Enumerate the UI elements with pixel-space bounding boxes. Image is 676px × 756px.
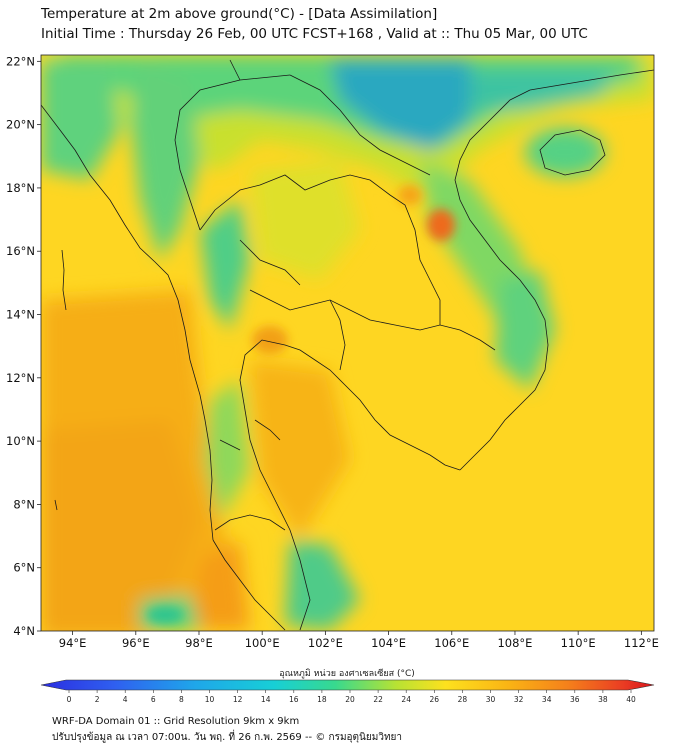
colorbar-tick-label: 0 xyxy=(67,695,72,704)
colorbar-tick-label: 30 xyxy=(486,695,496,704)
lon-tick-label: 104°E xyxy=(371,636,406,650)
colorbar-tick-label: 24 xyxy=(401,695,411,704)
colorbar-tick-label: 20 xyxy=(345,695,355,704)
colorbar-tick-label: 10 xyxy=(205,695,215,704)
lat-tick-label: 8°N xyxy=(13,497,35,511)
colorbar-tick-label: 36 xyxy=(570,695,580,704)
lat-tick-label: 6°N xyxy=(13,561,35,575)
colorbar-ticks: 0 2 4 6 8 10 12 14 16 18 20 22 24 26 28 30 32 34 36 38 40 xyxy=(67,690,636,704)
colorbar-tick-label: 6 xyxy=(151,695,156,704)
colorbar-tick-label: 26 xyxy=(430,695,440,704)
lat-tick-label: 10°N xyxy=(6,434,35,448)
colorbar-tick-label: 32 xyxy=(514,695,524,704)
map-subtitle: Initial Time : Thursday 26 Feb, 00 UTC F… xyxy=(41,26,588,42)
colorbar-tick-label: 38 xyxy=(598,695,608,704)
colorbar-tick-label: 8 xyxy=(179,695,184,704)
colorbar-tick-label: 2 xyxy=(95,695,100,704)
temperature-field xyxy=(41,55,654,631)
colorbar-tick-label: 4 xyxy=(123,695,128,704)
footer-model-info: WRF-DA Domain 01 :: Grid Resolution 9km … xyxy=(52,716,300,727)
colorbar-tick-label: 16 xyxy=(289,695,299,704)
lat-tick-label: 12°N xyxy=(6,371,35,385)
colorbar-tick-label: 28 xyxy=(458,695,468,704)
lat-tick-label: 20°N xyxy=(6,118,35,132)
lon-tick-label: 100°E xyxy=(245,636,280,650)
colorbar-tick-label: 22 xyxy=(373,695,383,704)
lon-tick-label: 102°E xyxy=(308,636,343,650)
colorbar-tick-label: 18 xyxy=(317,695,327,704)
footer-update-info: ปรับปรุงข้อมูล ณ เวลา 07:00น. วัน พฤ. ที… xyxy=(52,732,403,743)
lon-tick-label: 96°E xyxy=(122,636,150,650)
colorbar xyxy=(40,679,655,691)
lon-tick-label: 94°E xyxy=(59,636,87,650)
lon-tick-label: 112°E xyxy=(624,636,659,650)
lon-tick-label: 110°E xyxy=(561,636,596,650)
lat-tick-label: 16°N xyxy=(6,244,35,258)
colorbar-tick-label: 12 xyxy=(233,695,243,704)
coastline-borders xyxy=(41,59,654,631)
map-title: Temperature at 2m above ground(°C) - [Da… xyxy=(41,6,438,22)
colorbar-label: อุณหภูมิ หน่วย องศาเซลเซียส (°C) xyxy=(279,668,415,679)
colorbar-tick-label: 14 xyxy=(261,695,271,704)
colorbar-tick-label: 40 xyxy=(626,695,636,704)
lon-tick-label: 106°E xyxy=(434,636,469,650)
plot-frame xyxy=(40,54,655,632)
colorbar-tick-label: 34 xyxy=(542,695,552,704)
lon-tick-label: 108°E xyxy=(497,636,532,650)
lat-tick-label: 14°N xyxy=(6,308,35,322)
lat-tick-label: 4°N xyxy=(13,624,35,638)
map-axes: 4°N 6°N 8°N 10°N 12°N 14°N 16°N 18°N 20°N 22°N 94°… xyxy=(6,54,659,650)
lat-tick-label: 18°N xyxy=(6,181,35,195)
lat-tick-label: 22°N xyxy=(6,54,35,68)
lon-tick-label: 98°E xyxy=(185,636,213,650)
